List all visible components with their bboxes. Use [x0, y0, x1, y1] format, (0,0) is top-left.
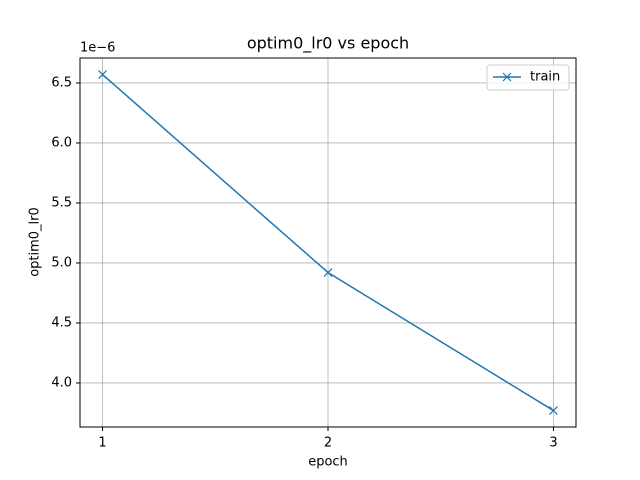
marker	[549, 406, 558, 415]
y-axis-label: optim0_lr0	[28, 207, 43, 277]
y-tick-label: 6.0	[51, 135, 72, 150]
legend-label: train	[530, 70, 560, 85]
marker	[98, 70, 107, 79]
marker	[323, 268, 333, 277]
y-offset-label: 1e−6	[80, 41, 115, 56]
legend-box	[486, 64, 570, 91]
x-tick-label: 1	[98, 436, 106, 451]
legend-marker	[502, 72, 512, 82]
y-tick-label: 6.5	[51, 75, 72, 90]
y-tick-label: 4.0	[51, 375, 72, 390]
chart-title: optim0_lr0 vs epoch	[247, 34, 409, 54]
y-tick-label: 4.5	[51, 315, 72, 330]
y-tick-label: 5.5	[51, 195, 72, 210]
axes-frame	[79, 57, 577, 428]
x-tick-label: 2	[324, 436, 332, 451]
x-tick-label: 3	[549, 436, 557, 451]
x-axis-label: epoch	[308, 455, 348, 470]
y-tick-label: 5.0	[51, 255, 72, 270]
